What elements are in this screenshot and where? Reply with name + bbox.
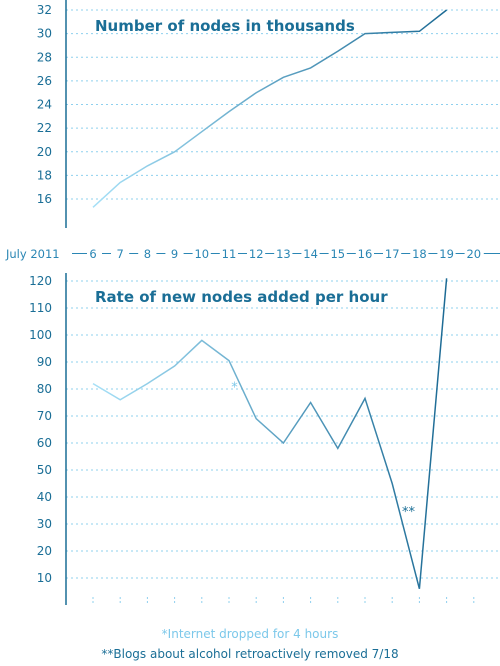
x-tick-label: 19 xyxy=(439,247,454,261)
annotation-marker: * xyxy=(231,381,238,396)
x-tick-label: 8 xyxy=(144,247,151,261)
y-tick-label: 90 xyxy=(37,355,52,369)
y-tick-label: 10 xyxy=(37,571,52,585)
x-tick-label: 6 xyxy=(89,247,96,261)
x-tick-label: 12 xyxy=(249,247,264,261)
y-tick-label: 24 xyxy=(37,98,52,112)
y-tick-label: 30 xyxy=(37,517,52,531)
footnote-blogs-removed: **Blogs about alcohol retroactively remo… xyxy=(101,647,399,661)
y-tick-label: 120 xyxy=(29,274,52,288)
annotation-marker: ** xyxy=(402,505,416,520)
footnote-internet-dropped: *Internet dropped for 4 hours xyxy=(161,627,339,641)
chart-panel-1: 16 18 20 22 24 26 28 30 32 Number of nodes in tho… xyxy=(37,0,500,228)
x-tick-label: 10 xyxy=(194,247,209,261)
x-tick-label: 14 xyxy=(303,247,318,261)
x-axis-prefix: July 2011 xyxy=(5,247,60,261)
x-tick-label: 20 xyxy=(466,247,481,261)
y-tick-label: 32 xyxy=(37,3,52,17)
y-tick-label: 50 xyxy=(37,463,52,477)
y-tick-label: 30 xyxy=(37,27,52,41)
x-tick-label: 16 xyxy=(358,247,373,261)
x-tick-label: 7 xyxy=(117,247,124,261)
y-tick-label: 20 xyxy=(37,145,52,159)
x-tick-label: 9 xyxy=(171,247,178,261)
chart-panel-2: 10 20 30 40 50 60 70 80 90 100 110 120 Rate of new n… xyxy=(29,273,500,605)
y-tick-label: 26 xyxy=(37,74,52,88)
x-tick-label: 11 xyxy=(222,247,237,261)
y-tick-label: 80 xyxy=(37,382,52,396)
x-tick-label: 13 xyxy=(276,247,291,261)
y-tick-label: 60 xyxy=(37,436,52,450)
y-tick-label: 18 xyxy=(37,168,52,182)
y-tick-label: 16 xyxy=(37,192,52,206)
x-axis: July 2011 6 7 8 9 10 11 12 13 14 15 16 17 18 19 20 xyxy=(5,247,500,605)
y-tick-label: 20 xyxy=(37,544,52,558)
x-tick-label: 18 xyxy=(412,247,427,261)
y-tick-label: 70 xyxy=(37,409,52,423)
x-tick-label: 15 xyxy=(330,247,345,261)
y-tick-label: 28 xyxy=(37,50,52,64)
y-tick-label: 22 xyxy=(37,121,52,135)
y-tick-label: 100 xyxy=(29,328,52,342)
chart-title: Number of nodes in thousands xyxy=(95,17,355,35)
series-line xyxy=(92,9,448,208)
series-line xyxy=(92,278,448,589)
chart-title: Rate of new nodes added per hour xyxy=(95,288,388,306)
y-tick-label: 40 xyxy=(37,490,52,504)
x-tick-label: 17 xyxy=(385,247,400,261)
y-tick-label: 110 xyxy=(29,301,52,315)
